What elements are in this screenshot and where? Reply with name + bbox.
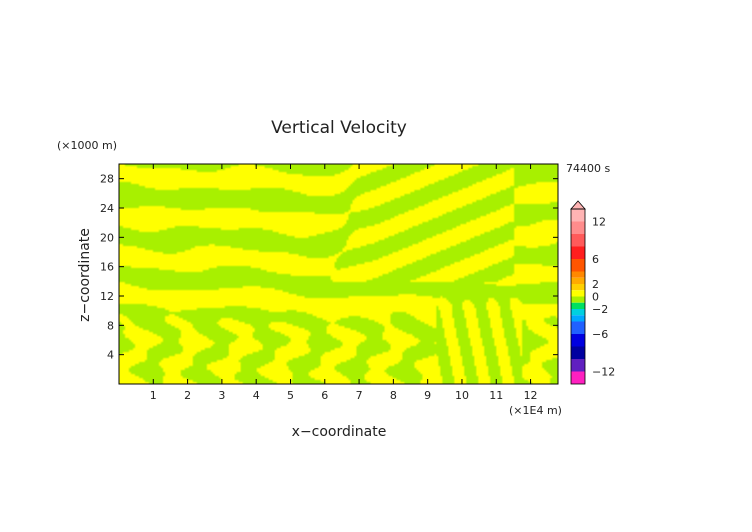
y-tick-label: 4 bbox=[107, 349, 114, 362]
colorbar: 12 6 20−2 −6 −12 bbox=[570, 200, 615, 385]
colorbar-band-12 bbox=[571, 315, 585, 322]
colorbar-band-9 bbox=[571, 296, 585, 303]
colorbar-band-2 bbox=[571, 234, 585, 247]
x-tick-label: 9 bbox=[424, 389, 431, 402]
colorbar-band-11 bbox=[571, 309, 585, 316]
colorbar-band-6 bbox=[571, 277, 585, 284]
colorbar-tick-label: −2 bbox=[592, 303, 608, 316]
x-tick-label: 3 bbox=[218, 389, 225, 402]
y-tick-label: 12 bbox=[100, 290, 114, 303]
colorbar-band-17 bbox=[571, 371, 585, 384]
x-tick-label: 2 bbox=[184, 389, 191, 402]
x-tick-label: 11 bbox=[489, 389, 503, 402]
x-tick-label: 7 bbox=[356, 389, 363, 402]
colorbar-band-10 bbox=[571, 302, 585, 309]
y-unit-label: (×1000 m) bbox=[57, 139, 117, 152]
time-label: 74400 s bbox=[566, 162, 610, 175]
y-axis: 4 8 12 16 20 24 28 bbox=[100, 173, 558, 362]
velocity-field bbox=[119, 164, 558, 384]
colorbar-tick-label: 6 bbox=[592, 253, 599, 266]
colorbar-frame bbox=[570, 208, 586, 385]
colorbar-band-1 bbox=[571, 221, 585, 234]
colorbar-band-8 bbox=[571, 290, 585, 297]
colorbar-band-16 bbox=[571, 359, 585, 372]
x-tick-label: 8 bbox=[390, 389, 397, 402]
x-axis: 1 2 3 4 5 6 7 8 9 10 11 12 bbox=[150, 164, 538, 402]
x-tick-label: 4 bbox=[253, 389, 260, 402]
colorbar-band-0 bbox=[571, 209, 585, 222]
chart-title: Vertical Velocity bbox=[271, 118, 407, 138]
colorbar-band-15 bbox=[571, 346, 585, 359]
x-axis-label: x−coordinate bbox=[292, 424, 387, 440]
colorbar-tick-label: 0 bbox=[592, 291, 599, 304]
y-tick-label: 16 bbox=[100, 261, 114, 274]
colorbar-tick-label: 12 bbox=[592, 216, 606, 229]
colorbar-tick-label: −6 bbox=[592, 328, 608, 341]
colorbar-tick-label: 2 bbox=[592, 278, 599, 291]
y-tick-label: 8 bbox=[107, 319, 114, 332]
colorbar-band-5 bbox=[571, 271, 585, 278]
colorbar-extension-arrow bbox=[570, 200, 586, 210]
x-tick-label: 1 bbox=[150, 389, 157, 402]
y-tick-label: 20 bbox=[100, 231, 114, 244]
colorbar-band-4 bbox=[571, 259, 585, 272]
plot-area bbox=[118, 163, 559, 385]
colorbar-tick-label: −12 bbox=[592, 366, 615, 379]
y-tick-label: 24 bbox=[100, 202, 114, 215]
y-axis-label: z−coordinate bbox=[77, 228, 93, 322]
x-tick-label: 12 bbox=[524, 389, 538, 402]
x-unit-label: (×1E4 m) bbox=[509, 404, 562, 417]
colorbar-band-13 bbox=[571, 321, 585, 334]
x-tick-label: 5 bbox=[287, 389, 294, 402]
colorbar-band-7 bbox=[571, 284, 585, 291]
y-tick-label: 28 bbox=[100, 173, 114, 186]
colorbar-band-3 bbox=[571, 246, 585, 259]
colorbar-band-14 bbox=[571, 334, 585, 347]
x-tick-label: 6 bbox=[321, 389, 328, 402]
plot-frame bbox=[118, 163, 559, 385]
x-tick-label: 10 bbox=[455, 389, 469, 402]
